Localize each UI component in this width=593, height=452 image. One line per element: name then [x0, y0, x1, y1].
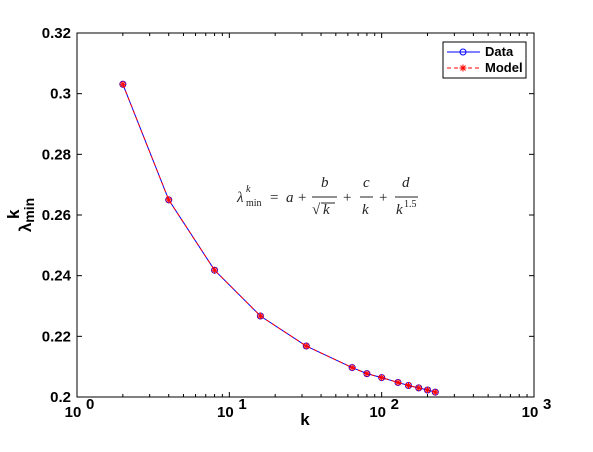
eq-exp: 1.5	[404, 199, 417, 210]
model-point	[119, 80, 127, 88]
model-point	[348, 364, 356, 372]
model-point-stroke	[211, 267, 218, 274]
eq-lhs-sub: min	[246, 198, 262, 209]
model-point-stroke	[395, 379, 401, 386]
model-point	[424, 386, 432, 394]
legend-asterisk-marker-icon	[459, 64, 467, 72]
model-point-stroke	[378, 374, 385, 381]
eq-b: b	[321, 175, 329, 191]
model-point	[378, 374, 386, 382]
y-tick-label: 0.2	[50, 389, 71, 406]
x-axis-label: k	[300, 410, 310, 429]
model-point-stroke	[349, 364, 355, 371]
y-axis-label: λmin k	[4, 198, 37, 232]
model-point-stroke	[432, 389, 439, 396]
model-point-stroke	[364, 370, 370, 377]
legend-label-data: Data	[485, 44, 514, 59]
y-tick-label: 0.32	[42, 25, 71, 42]
equation-annotation: λ k min = a + b √ k + c k + d k 1.5	[236, 175, 418, 218]
eq-lhs-sup: k	[246, 184, 251, 195]
eq-k-2: k	[362, 202, 369, 218]
legend-box	[442, 41, 527, 79]
y-tick-label: 0.28	[42, 146, 71, 163]
x-tick-label: 10	[217, 404, 234, 421]
eq-k-1: k	[323, 202, 330, 218]
x-tick-label-exponent: 2	[391, 396, 399, 413]
x-tick-label-exponent: 1	[238, 396, 246, 413]
legend: Data Model	[442, 41, 527, 79]
model-point	[256, 312, 264, 320]
model-point	[211, 266, 219, 274]
eq-equals: =	[270, 190, 278, 206]
legend-label-model: Model	[485, 60, 523, 75]
model-point-stroke	[120, 81, 126, 88]
eq-plus-2: +	[343, 190, 351, 206]
model-point	[404, 381, 412, 389]
x-tick-label-exponent: 3	[543, 396, 551, 413]
eq-a: a	[286, 190, 294, 206]
x-tick-label: 10	[369, 404, 386, 421]
model-point-stroke	[405, 382, 412, 389]
plot-area	[76, 32, 535, 398]
svg-text:λmin: λmin	[16, 198, 37, 232]
model-point-stroke	[415, 385, 422, 391]
model-point	[431, 388, 439, 396]
series-group	[119, 80, 439, 396]
model-point	[363, 370, 371, 378]
x-tick-label-exponent: 0	[86, 396, 94, 413]
legend-circle-marker-icon	[459, 48, 467, 56]
y-tick-label: 0.3	[50, 86, 71, 103]
model-point-stroke	[424, 387, 431, 393]
model-point-stroke	[257, 313, 264, 319]
model-point	[302, 342, 310, 350]
x-tick-label: 10	[65, 404, 82, 421]
y-axis-label-main: λ	[16, 222, 35, 232]
x-tick-label: 10	[522, 404, 539, 421]
model-point-stroke	[165, 196, 172, 203]
eq-k-3: k	[396, 202, 403, 218]
y-axis-label-sup: k	[4, 209, 23, 219]
eq-d: d	[402, 175, 410, 191]
model-point	[394, 378, 402, 386]
eq-sqrt-sign: √	[312, 202, 321, 218]
eq-plus-1: +	[298, 190, 306, 206]
legend-item-model: Model	[447, 60, 523, 75]
eq-c: c	[363, 175, 370, 191]
eq-lhs-main: λ	[236, 190, 244, 206]
model-point	[165, 196, 173, 204]
y-tick-label: 0.24	[42, 268, 72, 285]
eq-plus-3: +	[379, 190, 387, 206]
y-axis-label-sub: min	[21, 198, 37, 223]
y-tick-label: 0.26	[42, 207, 71, 224]
y-tick-label: 0.22	[42, 328, 71, 345]
model-point-stroke	[303, 343, 310, 349]
legend-item-data: Data	[447, 44, 514, 59]
model-point	[415, 384, 423, 392]
